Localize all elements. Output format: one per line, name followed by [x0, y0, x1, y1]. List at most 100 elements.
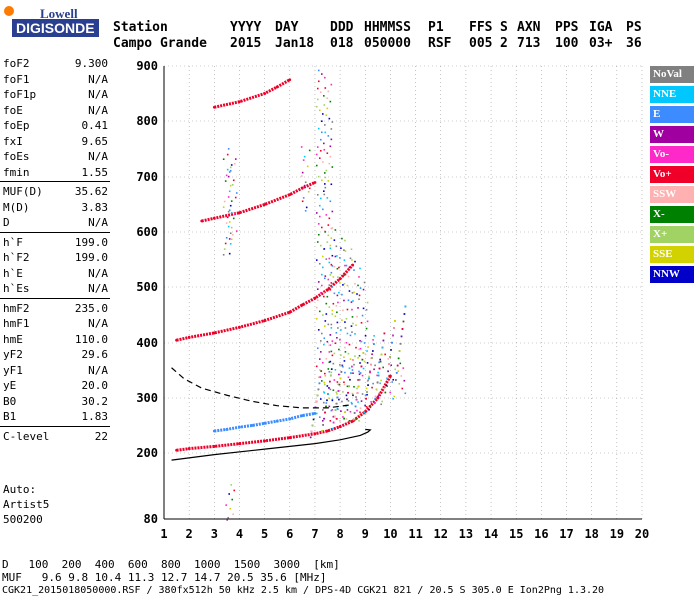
echo-point: [317, 223, 320, 225]
echo-point: [352, 418, 355, 421]
echo-point: [391, 341, 393, 344]
echo-point: [230, 484, 233, 486]
header-value-11: 36: [626, 36, 642, 51]
trace-point: [275, 419, 279, 423]
echo-point: [388, 374, 391, 377]
echo-point: [347, 400, 350, 402]
param-value: 29.6: [81, 348, 109, 361]
echo-point: [320, 120, 323, 123]
param-value: N/A: [88, 317, 108, 330]
param-label: D: [3, 216, 10, 229]
echo-point: [331, 399, 334, 402]
echo-point: [324, 411, 326, 414]
echo-point: [321, 161, 324, 163]
echo-point: [342, 309, 344, 312]
echo-point: [329, 200, 332, 203]
echo-point: [330, 350, 333, 353]
echo-point: [343, 282, 346, 285]
echo-point: [347, 299, 350, 302]
param-label: h`F2: [3, 251, 30, 264]
echo-point: [354, 405, 357, 408]
echo-point: [387, 358, 390, 360]
echo-point: [327, 278, 330, 281]
echo-point: [384, 391, 387, 394]
param-label: fxI: [3, 134, 23, 148]
echo-point: [315, 306, 318, 309]
echo-point: [322, 401, 325, 404]
param-value: 20.0: [81, 379, 109, 392]
echo-point: [323, 417, 325, 420]
echo-point: [379, 358, 381, 361]
echo-point: [366, 380, 369, 383]
trace-point: [288, 78, 292, 82]
echo-point: [359, 339, 361, 342]
y-tick-label: 800: [136, 114, 158, 128]
echo-point: [377, 395, 379, 398]
echo-point: [329, 334, 332, 336]
echo-point: [332, 421, 335, 424]
trace-point: [351, 419, 355, 423]
trace-point: [300, 303, 304, 307]
echo-point: [322, 390, 325, 393]
echo-point: [321, 208, 324, 211]
echo-point: [330, 323, 333, 326]
echo-point: [327, 234, 330, 237]
echo-point: [334, 315, 337, 318]
echo-point: [356, 409, 358, 412]
param-label: foEp: [3, 119, 30, 132]
y-tick-label: 80: [144, 512, 158, 526]
echo-point: [362, 352, 365, 354]
echo-point: [326, 340, 329, 343]
echo-point: [328, 371, 331, 373]
echo-point: [319, 138, 322, 141]
echo-point: [331, 354, 334, 357]
echo-point: [321, 314, 324, 316]
echo-point: [364, 413, 367, 415]
echo-point: [402, 320, 405, 323]
x-tick-label: 20: [635, 527, 649, 541]
echo-point: [344, 351, 347, 353]
param-label: h`F: [3, 235, 23, 249]
y-tick-label: 600: [136, 225, 158, 239]
param-value: 35.62: [74, 185, 108, 198]
echo-point: [327, 323, 330, 326]
echo-point: [361, 393, 364, 395]
echo-point: [330, 183, 333, 186]
echo-point: [330, 409, 333, 412]
echo-point: [335, 245, 338, 248]
echo-point: [321, 361, 324, 364]
echo-point: [317, 69, 320, 72]
echo-point: [332, 276, 335, 278]
echo-point: [369, 370, 371, 373]
echo-point: [317, 127, 320, 130]
echo-point: [317, 329, 320, 331]
echo-point: [351, 331, 353, 333]
param-label: MUF(D): [3, 185, 43, 198]
param-row: M(D) 3.83: [0, 200, 110, 216]
echo-point: [330, 271, 333, 274]
echo-point: [227, 225, 230, 228]
echo-point: [401, 328, 404, 330]
echo-point: [313, 412, 316, 415]
echo-point: [331, 210, 334, 213]
echo-point: [341, 364, 344, 367]
echo-point: [359, 407, 362, 410]
echo-point: [358, 348, 360, 351]
echo-point: [342, 416, 344, 418]
echo-point: [320, 73, 323, 75]
echo-point: [355, 324, 357, 327]
echo-point: [323, 292, 326, 295]
param-label: foF2: [3, 57, 30, 70]
echo-point: [325, 169, 328, 172]
echo-point: [323, 248, 326, 250]
echo-point: [352, 372, 354, 374]
header-label-2: DAY: [275, 20, 299, 35]
header-label-1: YYYY: [230, 20, 262, 35]
echo-point: [345, 341, 348, 344]
header-label-6: FFS: [469, 20, 493, 35]
trace-point: [212, 429, 216, 433]
echo-point: [324, 374, 327, 377]
echo-point: [401, 387, 404, 390]
echo-point: [373, 402, 376, 405]
param-value: N/A: [88, 266, 108, 280]
